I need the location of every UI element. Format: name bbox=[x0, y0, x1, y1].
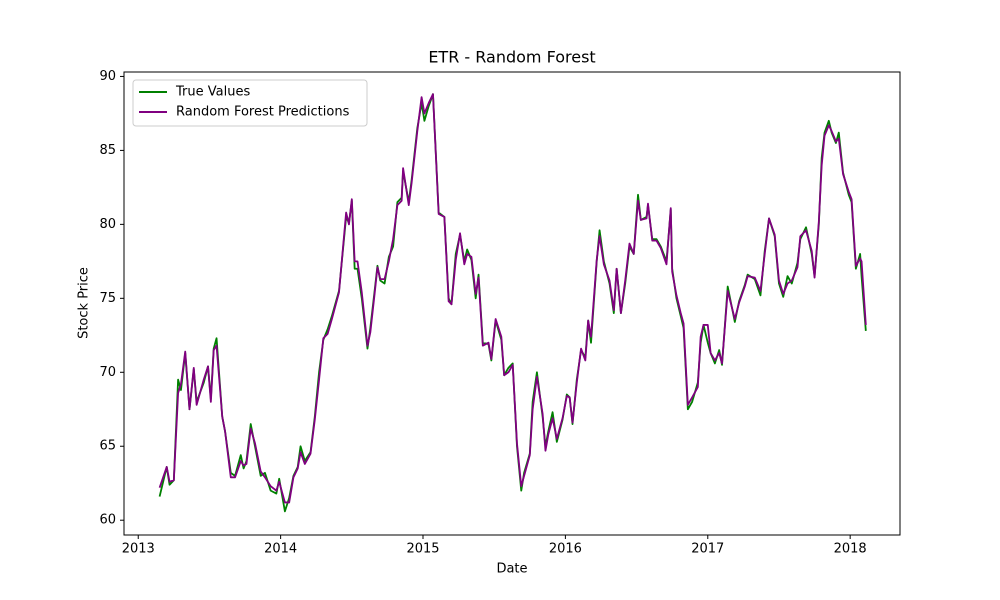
legend-box bbox=[132, 79, 368, 127]
y-tick-label: 60 bbox=[99, 513, 116, 528]
chart-title: ETR - Random Forest bbox=[428, 48, 595, 67]
plot-frame bbox=[123, 71, 901, 536]
x-tick-label: 2014 bbox=[264, 542, 297, 557]
y-tick-label: 90 bbox=[99, 69, 116, 84]
x-axis-label: Date bbox=[496, 562, 527, 577]
x-tick-label: 2016 bbox=[549, 542, 582, 557]
x-tick-label: 2013 bbox=[122, 542, 155, 557]
x-tick-label: 2015 bbox=[406, 542, 439, 557]
legend-label: Random Forest Predictions bbox=[176, 105, 350, 120]
legend-label: True Values bbox=[175, 85, 250, 100]
x-tick-label: 2018 bbox=[834, 542, 867, 557]
y-tick-label: 80 bbox=[99, 217, 116, 232]
y-axis-label: Stock Price bbox=[77, 267, 92, 339]
y-tick-label: 85 bbox=[99, 143, 116, 158]
y-tick-label: 65 bbox=[99, 439, 116, 454]
y-tick-label: 70 bbox=[99, 365, 116, 380]
y-tick-label: 75 bbox=[99, 291, 116, 306]
line-series bbox=[158, 93, 867, 504]
x-tick-label: 2017 bbox=[691, 542, 724, 557]
